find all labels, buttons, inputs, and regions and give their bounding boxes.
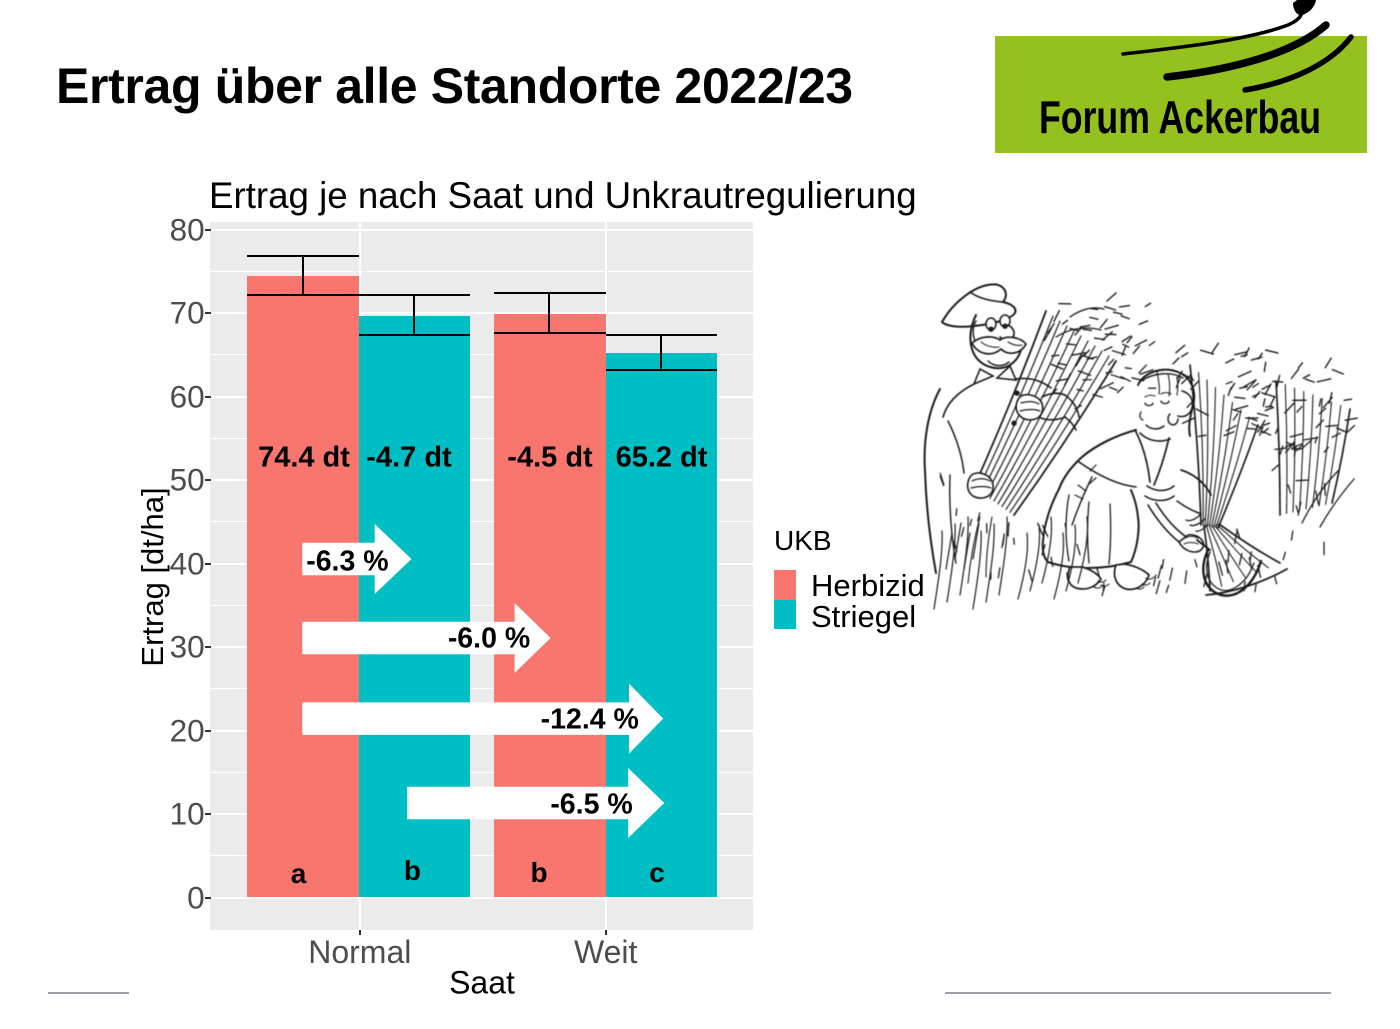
svg-text:Forum Ackerbau: Forum Ackerbau [1039, 91, 1321, 143]
